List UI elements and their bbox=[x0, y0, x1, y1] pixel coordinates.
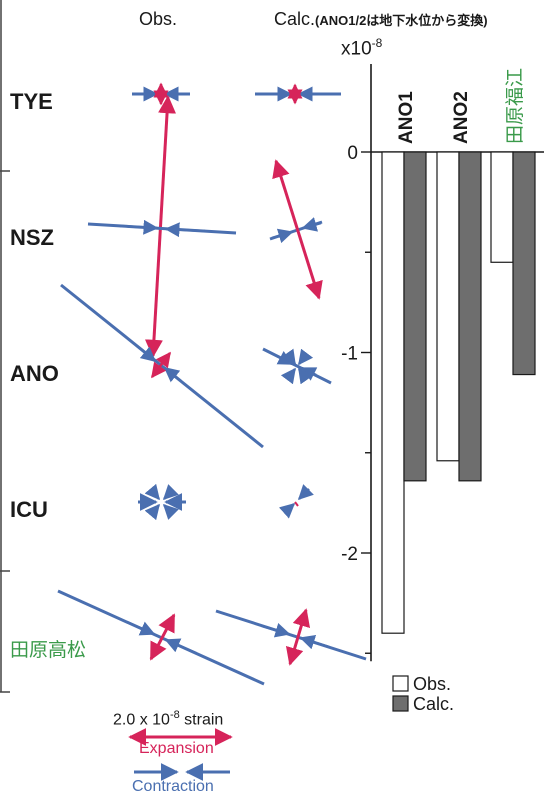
station-label-tye: TYE bbox=[10, 89, 53, 114]
nsz-observed-strain bbox=[87, 219, 237, 238]
bar-calc bbox=[458, 151, 482, 482]
contraction-arrow bbox=[271, 228, 294, 244]
contraction-arrow bbox=[119, 219, 159, 235]
expansion-arrow bbox=[151, 351, 171, 379]
contraction-label: Contraction bbox=[132, 778, 214, 795]
expansion-arrow bbox=[294, 501, 299, 507]
y-tick-label: -2 bbox=[341, 544, 358, 565]
category-label: ANO2 bbox=[451, 91, 472, 144]
bar-obs bbox=[381, 151, 405, 634]
contraction-arrow bbox=[163, 367, 182, 383]
contraction-axis bbox=[215, 609, 367, 661]
contraction-arrow bbox=[261, 622, 291, 638]
contraction-arrow bbox=[299, 634, 330, 650]
category-label: ANO1 bbox=[396, 91, 417, 144]
contraction-arrow bbox=[162, 484, 179, 501]
tahara-takamatsu-observed-strain bbox=[57, 589, 265, 686]
obs-column-title: Obs. bbox=[139, 9, 178, 29]
scale-text: 2.0 x 10-8 strain bbox=[113, 709, 224, 729]
contraction-arrow bbox=[300, 366, 318, 381]
bar-calc bbox=[512, 151, 536, 376]
legend-swatch bbox=[392, 695, 409, 712]
nsz-calculated-strain bbox=[269, 159, 323, 300]
station-label-ano: ANO bbox=[10, 361, 59, 386]
contraction-arrow bbox=[281, 348, 297, 366]
long-expansion-arrow bbox=[144, 95, 177, 358]
legend-swatch bbox=[392, 675, 409, 692]
y-tick-label: 0 bbox=[347, 143, 358, 164]
contraction-arrow bbox=[144, 503, 160, 521]
ano-observed-strain bbox=[60, 283, 264, 449]
expansion-arrow bbox=[272, 159, 323, 300]
legend-label: Calc. bbox=[413, 694, 454, 714]
station-label-icu: ICU bbox=[10, 497, 48, 522]
contraction-axis bbox=[262, 347, 332, 385]
contraction-arrow bbox=[280, 367, 296, 385]
tye-observed-strain bbox=[132, 82, 190, 106]
bar-chart: 0 -1 -2 ANO1 ANO2 田原福江 Obs.Calc. bbox=[341, 64, 544, 714]
expansion-arrow bbox=[285, 608, 311, 666]
contraction-arrow bbox=[164, 638, 197, 655]
contraction-axis bbox=[87, 222, 237, 235]
contraction-axis bbox=[60, 283, 264, 449]
contraction-arrow bbox=[126, 620, 156, 636]
category-label: 田原福江 bbox=[504, 68, 526, 144]
multiplier-label: x10-8 bbox=[341, 36, 383, 60]
bar-obs bbox=[436, 151, 460, 462]
station-label-nsz: NSZ bbox=[10, 225, 54, 250]
contraction-arrow bbox=[297, 367, 313, 385]
contraction-arrow bbox=[144, 483, 160, 501]
y-tick-label: -1 bbox=[341, 344, 358, 365]
contraction-arrow bbox=[298, 348, 314, 366]
bar-obs bbox=[490, 151, 514, 263]
station-label-tahara-takamatsu: 田原高松 bbox=[10, 640, 87, 661]
expansion-arrow bbox=[149, 613, 176, 661]
contraction-arrow bbox=[297, 484, 314, 501]
calc-note: (ANO1/2は地下水位から変換) bbox=[315, 13, 488, 28]
tye-calculated-strain bbox=[255, 83, 341, 105]
icu-observed-strain bbox=[138, 483, 186, 521]
calc-column-title: Calc.(ANO1/2は地下水位から変換) bbox=[274, 9, 488, 29]
icu-calculated-strain bbox=[278, 484, 314, 519]
legend-label: Obs. bbox=[413, 674, 451, 694]
contraction-arrow bbox=[278, 503, 296, 519]
ano-calculated-strain bbox=[262, 347, 332, 385]
bar-calc bbox=[403, 151, 427, 482]
contraction-arrow bbox=[162, 503, 179, 520]
tahara-takamatsu-calculated-strain bbox=[215, 608, 367, 666]
contraction-arrow bbox=[164, 222, 206, 238]
multiplier-exponent: -8 bbox=[371, 36, 383, 50]
